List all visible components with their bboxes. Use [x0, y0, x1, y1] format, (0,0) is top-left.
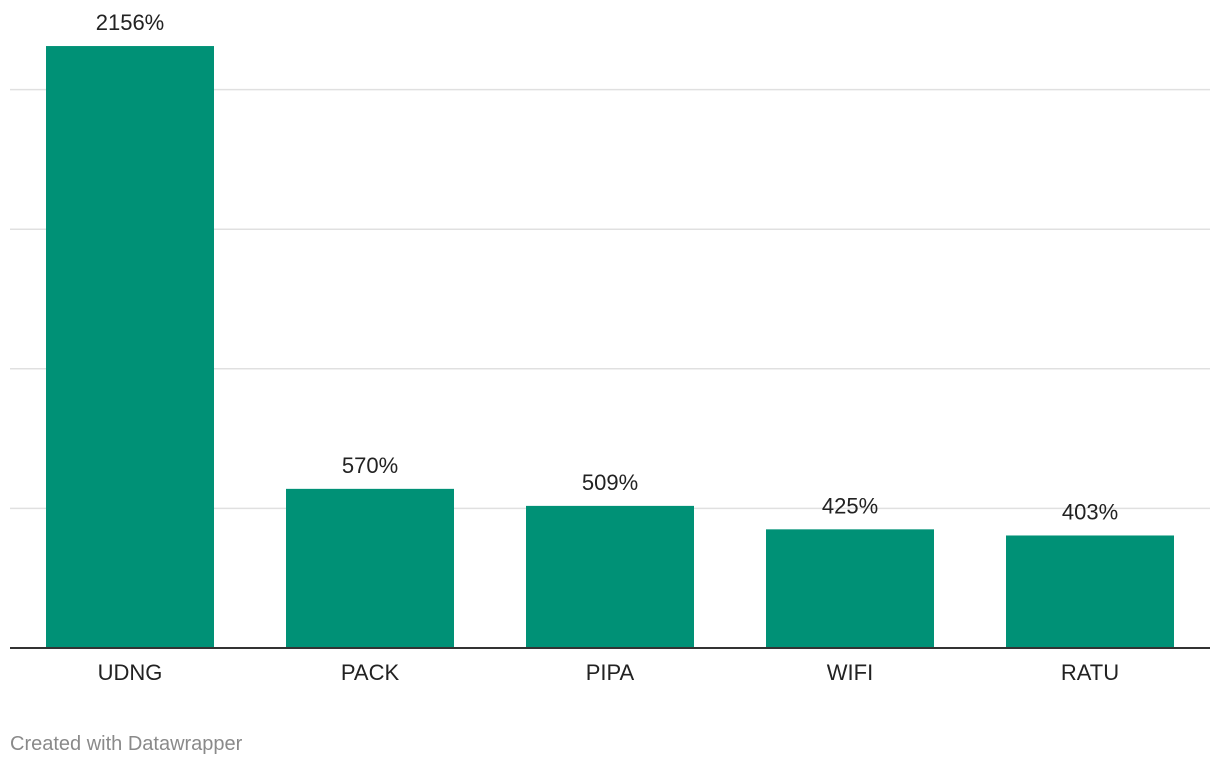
bar-wifi	[766, 529, 934, 648]
value-label-ratu: 403%	[1062, 499, 1118, 524]
bars	[46, 46, 1174, 648]
bar-chart: 2156% 570% 509% 425% 403% UDNG PACK PIPA WIFI RA…	[10, 10, 1210, 685]
bar-pack	[286, 488, 454, 648]
credit-text: Created with Datawrapper	[10, 733, 243, 755]
category-label-ratu: RATU	[1061, 660, 1119, 685]
bar-ratu	[1006, 535, 1174, 648]
value-label-pack: 570%	[342, 453, 398, 478]
value-label-wifi: 425%	[822, 493, 878, 518]
category-label-wifi: WIFI	[827, 660, 873, 685]
bar-udng	[46, 46, 214, 648]
category-label-udng: UDNG	[98, 660, 163, 685]
value-labels: 2156% 570% 509% 425% 403%	[96, 10, 1118, 524]
category-label-pack: PACK	[341, 660, 400, 685]
value-label-pipa: 509%	[582, 470, 638, 495]
category-labels: UDNG PACK PIPA WIFI RATU	[98, 660, 1120, 685]
value-label-udng: 2156%	[96, 10, 165, 35]
bar-pipa	[526, 505, 694, 648]
category-label-pipa: PIPA	[586, 660, 635, 685]
